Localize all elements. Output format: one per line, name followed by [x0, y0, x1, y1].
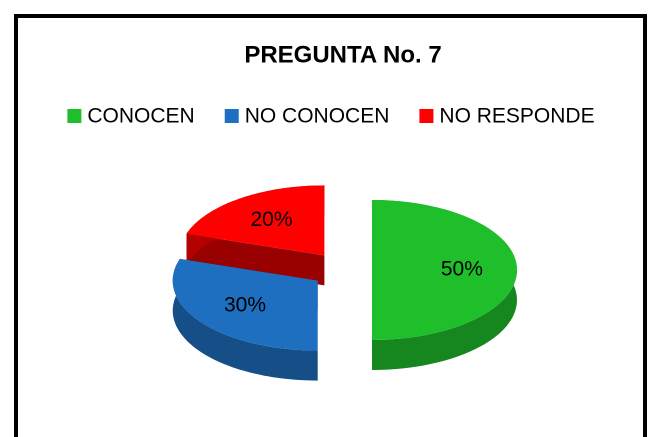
slice-top [372, 200, 517, 340]
slice-top [172, 258, 318, 351]
chart-title: PREGUNTA No. 7 [244, 41, 441, 68]
value-label: 30% [224, 294, 266, 317]
value-label: 50% [441, 258, 483, 281]
slice-side [172, 258, 318, 381]
legend-item: NO RESPONDE [419, 105, 595, 128]
slice-wall [186, 233, 325, 286]
legend: CONOCEN NO CONOCEN NO RESPONDE [67, 105, 595, 128]
legend-item: CONOCEN [67, 105, 195, 128]
pie: 20% 50% 30% [172, 185, 517, 381]
legend-swatch [67, 109, 82, 123]
chart-border [14, 14, 647, 437]
slice: 50% [372, 200, 517, 370]
slice-top [186, 185, 325, 256]
slice: 30% [172, 258, 318, 381]
value-label: 20% [251, 208, 293, 231]
legend-label: NO RESPONDE [439, 105, 594, 128]
legend-item: NO CONOCEN [224, 105, 390, 128]
legend-label: NO CONOCEN [245, 105, 390, 128]
legend-label: CONOCEN [87, 105, 194, 128]
legend-swatch [419, 109, 434, 123]
legend-swatch [224, 109, 239, 123]
slice: 20% [186, 185, 325, 286]
